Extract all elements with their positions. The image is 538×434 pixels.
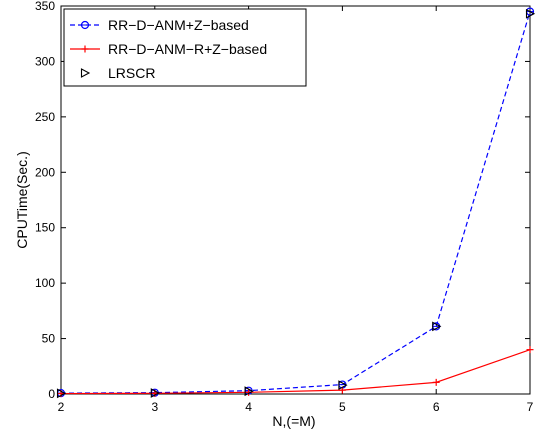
y-tick-label: 300	[35, 54, 55, 68]
legend-label: RR−D−ANM+Z−based	[108, 17, 249, 33]
legend-label: RR−D−ANM−R+Z−based	[108, 41, 267, 57]
x-tick-label: 4	[245, 400, 252, 414]
legend-label: LRSCR	[108, 65, 155, 81]
x-tick-label: 7	[527, 400, 534, 414]
legend: RR−D−ANM+Z−based RR−D−ANM−R+Z−based LRSCR	[64, 9, 306, 86]
x-tick-label: 3	[151, 400, 158, 414]
y-tick-label: 150	[35, 221, 55, 235]
y-tick-label: 100	[35, 276, 55, 290]
y-tick-label: 250	[35, 110, 55, 124]
y-tick-label: 0	[48, 387, 55, 401]
y-tick-label: 200	[35, 165, 55, 179]
x-tick-label: 5	[339, 400, 346, 414]
x-tick-label: 2	[58, 400, 65, 414]
y-tick-label: 50	[42, 332, 56, 346]
x-tick-label: 6	[433, 400, 440, 414]
y-axis-label: CPUTime(Sec.)	[14, 151, 30, 249]
x-axis-label: N,(=M)	[272, 413, 315, 429]
y-tick-label: 350	[35, 0, 55, 13]
